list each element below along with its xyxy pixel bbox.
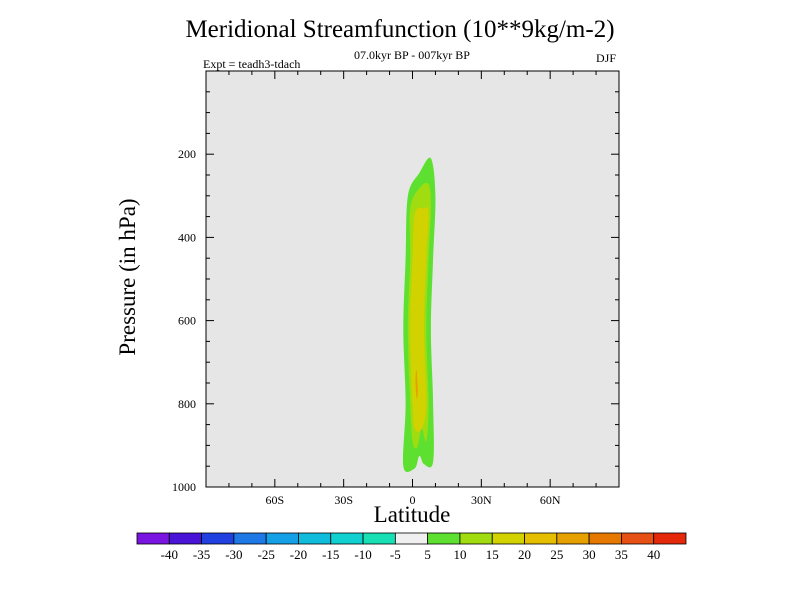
y-tick-label-3: 800 — [178, 397, 196, 411]
x-tick-label-2: 0 — [410, 493, 416, 507]
x-tick-label-1: 30S — [334, 493, 353, 507]
colorbar-box-6 — [330, 532, 364, 545]
colorbar-label-6: -10 — [354, 547, 371, 562]
experiment-label: Expt = teadh3-tdach — [203, 57, 301, 71]
colorbar-label-5: -15 — [322, 547, 339, 562]
colorbar-box-7 — [362, 532, 396, 545]
colorbar-label-11: 20 — [518, 547, 531, 562]
colorbar-box-12 — [524, 532, 558, 545]
colorbar-box-15 — [621, 532, 655, 545]
y-tick-label-0: 200 — [178, 147, 196, 161]
colorbar-label-15: 40 — [647, 547, 660, 562]
contour-region-3 — [415, 369, 418, 399]
x-tick-label-3: 30N — [471, 493, 492, 507]
colorbar-box-0 — [136, 532, 170, 545]
colorbar: -40 -35 -30 -25 -20 -15 -10 -5 5 10 15 20 25 30 35 40 — [136, 532, 687, 562]
colorbar-box-13 — [556, 532, 590, 545]
contour-layer — [402, 157, 436, 473]
colorbar-box-10 — [459, 532, 493, 545]
colorbar-box-14 — [588, 532, 622, 545]
colorbar-label-10: 15 — [486, 547, 499, 562]
colorbar-label-2: -30 — [225, 547, 242, 562]
tick-layer: 60S 30S 0 30N 60N 200 400 600 800 1000 — [172, 71, 619, 507]
colorbar-box-16 — [653, 532, 687, 545]
x-tick-label-0: 60S — [265, 493, 284, 507]
chart-subtitle: 07.0kyr BP - 007kyr BP — [354, 48, 470, 62]
colorbar-box-1 — [168, 532, 202, 545]
colorbar-label-0: -40 — [161, 547, 178, 562]
y-tick-label-2: 600 — [178, 314, 196, 328]
chart-title: Meridional Streamfunction (10**9kg/m-2) — [185, 16, 615, 43]
colorbar-box-4 — [265, 532, 299, 545]
colorbar-label-14: 35 — [615, 547, 628, 562]
colorbar-label-9: 10 — [453, 547, 466, 562]
colorbar-box-9 — [427, 532, 461, 545]
y-tick-label-1: 400 — [178, 230, 196, 244]
y-tick-label-4: 1000 — [172, 480, 196, 494]
x-axis-label: Latitude — [373, 502, 451, 527]
colorbar-box-11 — [491, 532, 525, 545]
colorbar-label-12: 25 — [550, 547, 563, 562]
season-label: DJF — [596, 51, 617, 65]
x-tick-label-4: 60N — [540, 493, 561, 507]
colorbar-label-7: -5 — [390, 547, 401, 562]
colorbar-box-5 — [298, 532, 332, 545]
contour-region-2 — [410, 207, 429, 432]
colorbar-box-3 — [233, 532, 267, 545]
colorbar-box-8 — [394, 532, 429, 545]
colorbar-label-13: 30 — [583, 547, 596, 562]
colorbar-box-2 — [201, 532, 235, 545]
colorbar-label-4: -20 — [290, 547, 307, 562]
colorbar-label-8: 5 — [424, 547, 431, 562]
colorbar-label-1: -35 — [193, 547, 210, 562]
colorbar-label-3: -25 — [258, 547, 275, 562]
